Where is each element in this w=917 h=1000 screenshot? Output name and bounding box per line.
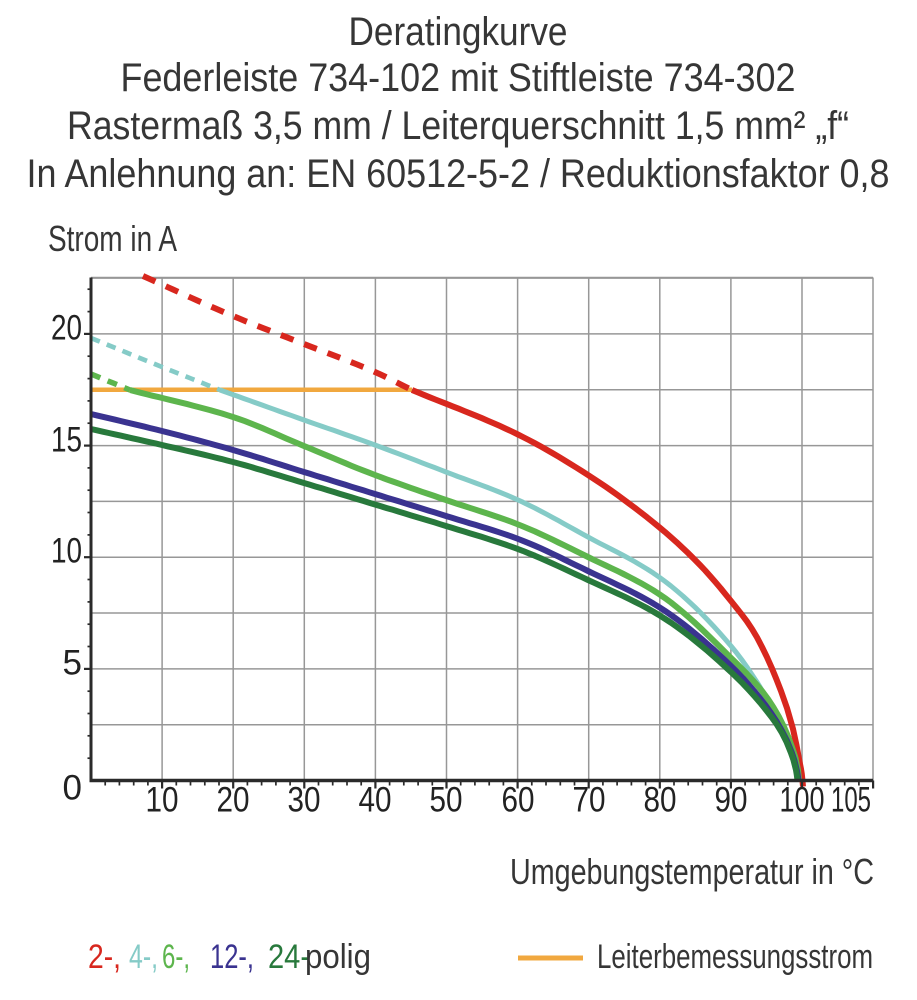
svg-text:Rastermaß 3,5 mm / Leiterquers: Rastermaß 3,5 mm / Leiterquerschnitt 1,5… bbox=[67, 104, 849, 148]
svg-text:90: 90 bbox=[715, 781, 748, 820]
svg-text:80: 80 bbox=[644, 781, 677, 820]
svg-text:15: 15 bbox=[51, 421, 82, 460]
svg-text:Strom in A: Strom in A bbox=[48, 218, 177, 259]
svg-text:Umgebungstemperatur in °C: Umgebungstemperatur in °C bbox=[510, 851, 874, 892]
svg-text:Leiterbemessungsstrom: Leiterbemessungsstrom bbox=[597, 938, 873, 976]
svg-text:60: 60 bbox=[502, 781, 535, 820]
svg-text:2-,: 2-, bbox=[88, 938, 121, 976]
svg-text:0: 0 bbox=[63, 769, 82, 808]
svg-text:105: 105 bbox=[831, 781, 871, 820]
svg-text:100: 100 bbox=[780, 781, 825, 820]
svg-text:10: 10 bbox=[51, 532, 82, 571]
svg-text:20: 20 bbox=[217, 781, 250, 820]
svg-text:5: 5 bbox=[63, 644, 82, 683]
svg-text:4-,: 4-, bbox=[129, 938, 158, 976]
svg-text:40: 40 bbox=[359, 781, 392, 820]
svg-text:10: 10 bbox=[146, 781, 179, 820]
svg-text:12-,: 12-, bbox=[210, 938, 254, 976]
svg-text:polig: polig bbox=[305, 938, 371, 976]
svg-text:Deratingkurve: Deratingkurve bbox=[349, 10, 568, 54]
svg-text:20: 20 bbox=[51, 309, 82, 348]
svg-text:In Anlehnung an: EN 60512-5-2: In Anlehnung an: EN 60512-5-2 / Reduktio… bbox=[27, 152, 890, 196]
svg-text:70: 70 bbox=[573, 781, 606, 820]
svg-text:6-,: 6-, bbox=[162, 938, 190, 976]
svg-text:Federleiste 734-102 mit Stiftl: Federleiste 734-102 mit Stiftleiste 734-… bbox=[121, 56, 796, 100]
svg-text:30: 30 bbox=[288, 781, 321, 820]
svg-text:24-: 24- bbox=[268, 938, 310, 976]
svg-text:50: 50 bbox=[430, 781, 463, 820]
